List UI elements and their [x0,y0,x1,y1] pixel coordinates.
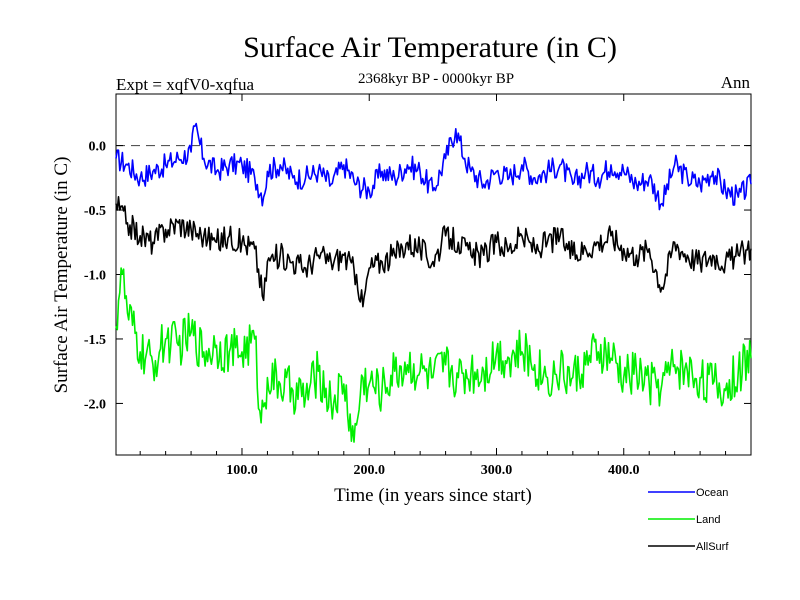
x-tick-label: 200.0 [353,463,385,478]
expt-label: Expt = xqfV0-xqfua [116,75,254,94]
season-label: Ann [721,73,751,92]
series-line-ocean [115,122,752,211]
y-tick-label: -2.0 [84,397,106,412]
chart-subtitle: 2368kyr BP - 0000kyr BP [358,71,514,87]
legend-label-allsurf: AllSurf [696,541,729,553]
y-tick-label: -0.5 [84,204,106,219]
series-line-land [115,267,752,443]
legend-label-ocean: Ocean [696,487,728,499]
legend: Ocean Land AllSurf [648,487,729,553]
plot-frame [115,93,752,456]
y-tick-label: -1.0 [84,269,106,284]
y-tick-label: -1.5 [84,333,106,348]
series-line-allsurf [115,196,752,308]
chart-title: Surface Air Temperature (in C) [243,31,617,64]
y-axis-label: Surface Air Temperature (in C) [51,157,72,394]
y-tick-label: 0.0 [89,140,107,155]
x-tick-label: 300.0 [481,463,513,478]
x-axis-label: Time (in years since start) [334,485,532,506]
series-layer [115,122,752,443]
x-tick-label: 400.0 [608,463,640,478]
ticks-layer: 100.0 200.0 300.0 400.0 0.0 -0.5 -1.0 -1.5 -2.0 [84,94,751,478]
x-tick-label: 100.0 [226,463,258,478]
legend-label-land: Land [696,514,720,526]
